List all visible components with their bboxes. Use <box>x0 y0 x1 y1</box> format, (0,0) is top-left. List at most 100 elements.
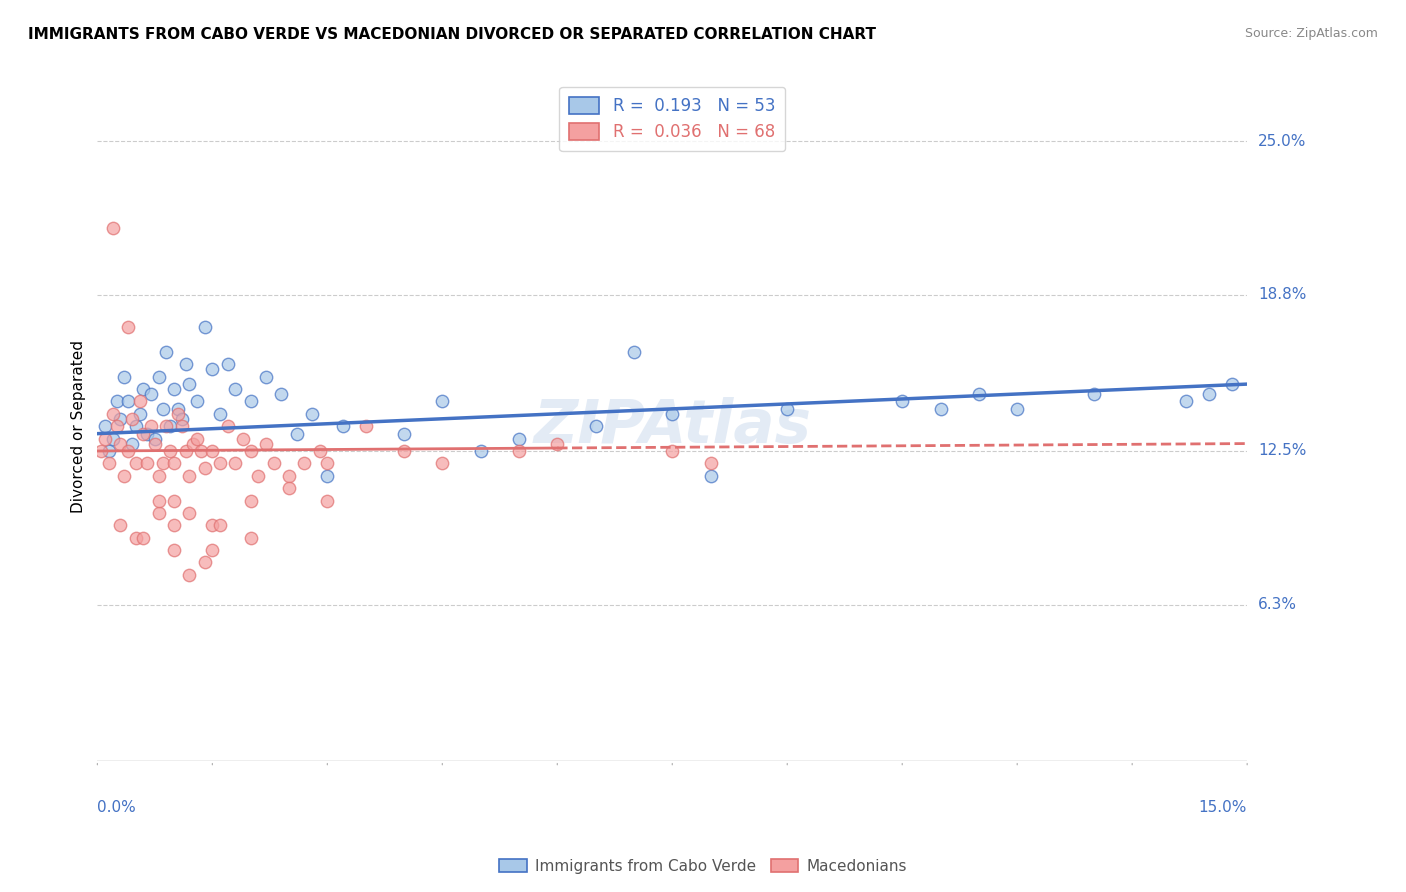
Point <box>97 456 120 470</box>
Text: 15.0%: 15.0% <box>1199 799 1247 814</box>
Point <box>208 407 231 421</box>
Point <box>354 419 377 434</box>
Point <box>194 461 217 475</box>
Point <box>179 468 201 483</box>
Point <box>110 411 132 425</box>
Point <box>90 444 112 458</box>
Point <box>174 444 197 458</box>
Point <box>316 493 339 508</box>
Point <box>546 436 568 450</box>
Point <box>316 456 339 470</box>
Point <box>117 320 139 334</box>
Point <box>208 518 231 533</box>
Point <box>432 394 454 409</box>
Point <box>217 357 239 371</box>
Point <box>163 382 186 396</box>
Point <box>159 419 181 434</box>
Point <box>163 456 186 470</box>
Point <box>217 419 239 434</box>
Point <box>132 382 155 396</box>
Point <box>301 407 323 421</box>
Point <box>101 432 124 446</box>
Point <box>254 436 277 450</box>
Point <box>232 432 254 446</box>
Point <box>148 493 170 508</box>
Point <box>263 456 285 470</box>
Point <box>139 419 162 434</box>
Point <box>661 407 683 421</box>
Point <box>159 444 181 458</box>
Point <box>124 531 146 545</box>
Point <box>105 419 128 434</box>
Point <box>190 444 212 458</box>
Point <box>128 394 150 409</box>
Point <box>332 419 354 434</box>
Point <box>186 432 208 446</box>
Point <box>132 531 155 545</box>
Point <box>179 506 201 520</box>
Point <box>278 481 301 495</box>
Point <box>136 426 159 441</box>
Text: 0.0%: 0.0% <box>97 799 136 814</box>
Point <box>155 345 177 359</box>
Point <box>117 444 139 458</box>
Point <box>143 436 166 450</box>
Text: Source: ZipAtlas.com: Source: ZipAtlas.com <box>1244 27 1378 40</box>
Point <box>124 419 146 434</box>
Point <box>136 456 159 470</box>
Point <box>181 436 204 450</box>
Point <box>121 411 143 425</box>
Point <box>699 468 721 483</box>
Point <box>1220 377 1243 392</box>
Point <box>470 444 492 458</box>
Point <box>432 456 454 470</box>
Point <box>1005 401 1028 416</box>
Point <box>1174 394 1197 409</box>
Point <box>1198 387 1220 401</box>
Point <box>148 506 170 520</box>
Text: 6.3%: 6.3% <box>1258 597 1298 612</box>
Text: 12.5%: 12.5% <box>1258 443 1306 458</box>
Point <box>124 456 146 470</box>
Y-axis label: Divorced or Separated: Divorced or Separated <box>72 340 86 513</box>
Point <box>508 444 530 458</box>
Point <box>155 419 177 434</box>
Point <box>139 387 162 401</box>
Point <box>239 444 262 458</box>
Point <box>239 531 262 545</box>
Point <box>699 456 721 470</box>
Legend: R =  0.193   N = 53, R =  0.036   N = 68: R = 0.193 N = 53, R = 0.036 N = 68 <box>560 87 785 152</box>
Point <box>110 518 132 533</box>
Point <box>94 432 117 446</box>
Point <box>186 394 208 409</box>
Point <box>316 468 339 483</box>
Point <box>201 362 224 376</box>
Point <box>254 369 277 384</box>
Point <box>224 456 246 470</box>
Point <box>891 394 914 409</box>
Text: 18.8%: 18.8% <box>1258 287 1306 302</box>
Point <box>308 444 330 458</box>
Point <box>166 401 188 416</box>
Point <box>170 419 193 434</box>
Point <box>201 518 224 533</box>
Point <box>128 407 150 421</box>
Point <box>194 556 217 570</box>
Point <box>224 382 246 396</box>
Point <box>163 518 186 533</box>
Point <box>247 468 270 483</box>
Point <box>392 444 415 458</box>
Point <box>661 444 683 458</box>
Text: 25.0%: 25.0% <box>1258 134 1306 149</box>
Point <box>508 432 530 446</box>
Point <box>112 369 135 384</box>
Text: ZIPAtlas: ZIPAtlas <box>533 397 811 456</box>
Point <box>201 543 224 558</box>
Point <box>179 567 201 582</box>
Point <box>163 543 186 558</box>
Point <box>174 357 197 371</box>
Point <box>292 456 315 470</box>
Point <box>201 444 224 458</box>
Point <box>776 401 799 416</box>
Point <box>967 387 990 401</box>
